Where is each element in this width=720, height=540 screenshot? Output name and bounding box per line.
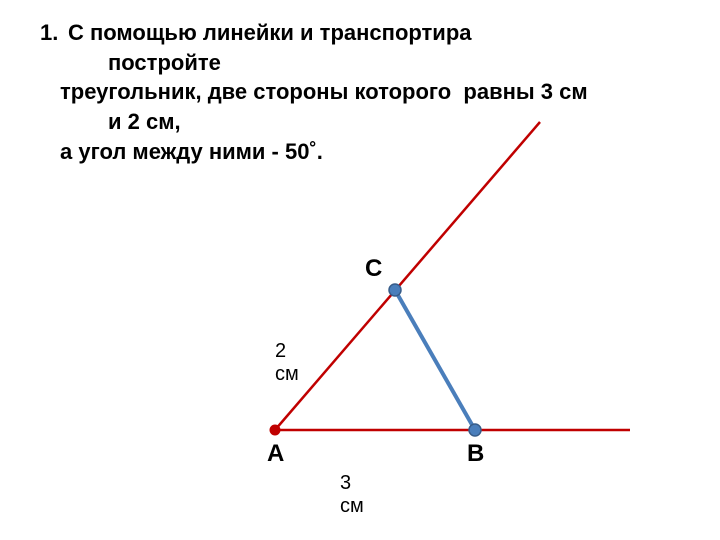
segment-bc — [395, 290, 475, 430]
label-side-ab: 3 см — [340, 472, 380, 518]
vertex-label-a: А — [267, 440, 284, 468]
point-a — [270, 425, 280, 435]
vertex-label-b: В — [467, 440, 484, 468]
label-side-ab-unit: см — [340, 495, 380, 518]
label-side-ac-unit: см — [275, 363, 315, 386]
label-side-ab-val: 3 — [340, 472, 380, 495]
label-side-ac-val: 2 — [275, 340, 315, 363]
label-side-ac: 2 см — [275, 340, 315, 386]
triangle-diagram — [0, 0, 720, 540]
point-b — [469, 424, 481, 436]
point-c — [389, 284, 401, 296]
vertex-label-c: С — [365, 255, 382, 283]
